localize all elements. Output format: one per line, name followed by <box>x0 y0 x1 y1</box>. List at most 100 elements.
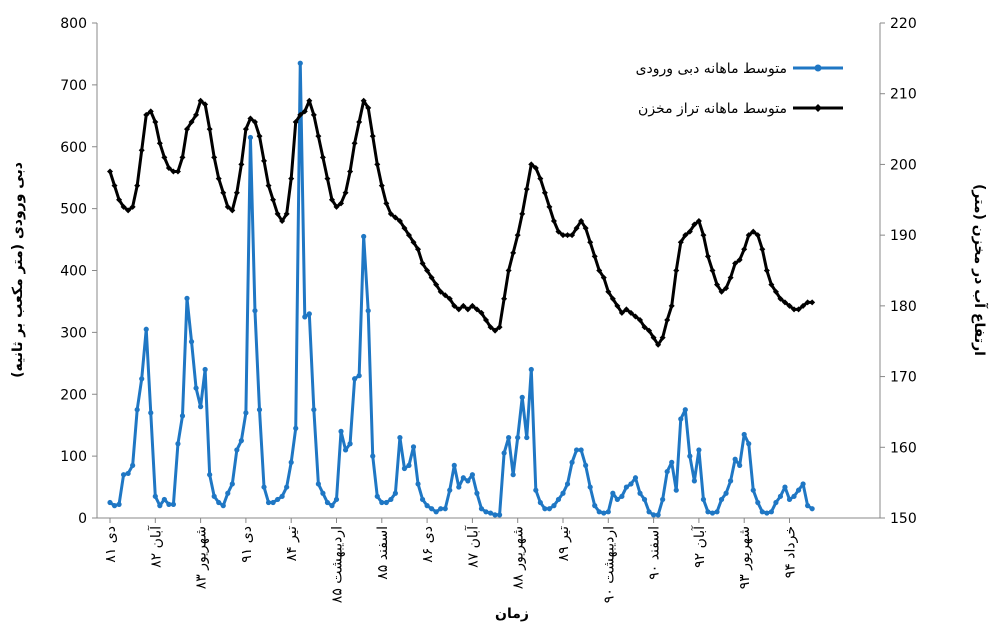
point <box>134 407 140 413</box>
legend-marker <box>814 64 822 72</box>
point <box>216 499 222 506</box>
point <box>546 506 553 512</box>
point <box>447 487 453 493</box>
point <box>338 200 345 207</box>
point <box>732 260 739 267</box>
point <box>506 434 512 441</box>
point <box>482 317 489 323</box>
x-tick-label: تیر ۸۹ <box>556 526 572 561</box>
point <box>723 490 729 496</box>
point <box>419 496 426 503</box>
point <box>673 267 680 274</box>
point <box>157 503 163 509</box>
point <box>446 295 453 302</box>
point <box>695 218 702 224</box>
point <box>342 189 349 196</box>
point <box>691 478 697 484</box>
point <box>609 295 616 302</box>
point <box>438 506 444 512</box>
point <box>592 503 598 509</box>
point <box>655 512 661 518</box>
point <box>401 465 408 472</box>
y-tick-label: 300 <box>60 325 87 341</box>
point <box>324 175 331 182</box>
point <box>170 501 177 507</box>
point <box>243 410 249 416</box>
point <box>256 407 263 413</box>
point <box>646 509 652 515</box>
y2-tick-label: 150 <box>890 511 917 527</box>
point <box>519 394 525 400</box>
point <box>225 490 231 496</box>
point <box>347 441 353 447</box>
point <box>546 203 553 210</box>
point <box>130 462 136 469</box>
point <box>392 214 399 221</box>
y2-axis-title: ارتفاع آب در مخزن (متر) <box>971 184 989 356</box>
point <box>469 302 476 309</box>
point <box>206 126 213 133</box>
x-tick-label: دی ۸۱ <box>103 526 119 563</box>
point <box>120 203 127 210</box>
x-tick-label: خرداد ۹۴ <box>783 526 799 578</box>
point <box>356 373 362 379</box>
point <box>274 210 281 217</box>
point <box>107 168 113 175</box>
point <box>718 496 725 503</box>
point <box>202 101 209 108</box>
point <box>297 111 304 118</box>
point <box>238 438 244 444</box>
point <box>605 509 611 515</box>
x-tick-label: اسفند ۸۵ <box>375 526 391 580</box>
point <box>220 189 227 196</box>
x-tick-label: اردیبهشت ۸۵ <box>330 526 346 603</box>
point <box>551 503 557 509</box>
point <box>320 490 326 496</box>
point <box>596 267 603 274</box>
point <box>148 410 154 416</box>
point <box>319 154 326 161</box>
point <box>116 501 122 507</box>
point <box>139 376 145 382</box>
point <box>795 487 802 493</box>
legend-marker <box>814 104 822 112</box>
point <box>596 509 602 515</box>
point <box>763 267 770 274</box>
point <box>786 496 793 503</box>
point <box>709 510 716 516</box>
point <box>147 108 154 115</box>
point <box>329 503 335 509</box>
series-line <box>108 99 813 347</box>
point <box>333 203 340 210</box>
point <box>619 493 625 499</box>
point <box>560 232 566 239</box>
point <box>755 499 761 506</box>
point <box>379 499 385 506</box>
point <box>242 126 249 133</box>
point <box>632 475 639 481</box>
point <box>261 484 267 490</box>
point <box>378 182 385 189</box>
point <box>746 441 752 447</box>
point <box>460 475 466 481</box>
point <box>537 499 543 506</box>
point <box>283 210 290 217</box>
point <box>728 478 734 484</box>
y2-tick-label: 170 <box>890 370 917 386</box>
point <box>668 302 675 309</box>
x-tick-label: اردیبهشت ۹۰ <box>601 526 617 603</box>
point <box>651 512 657 518</box>
point <box>193 385 199 391</box>
point <box>492 327 499 334</box>
point <box>501 450 507 456</box>
point <box>288 459 294 465</box>
x-tick-label: دی ۹۱ <box>239 526 255 563</box>
point <box>424 267 431 274</box>
point <box>632 313 639 320</box>
point <box>247 115 254 122</box>
point <box>429 506 435 512</box>
point <box>265 182 272 189</box>
point <box>473 306 480 313</box>
point <box>383 499 389 506</box>
